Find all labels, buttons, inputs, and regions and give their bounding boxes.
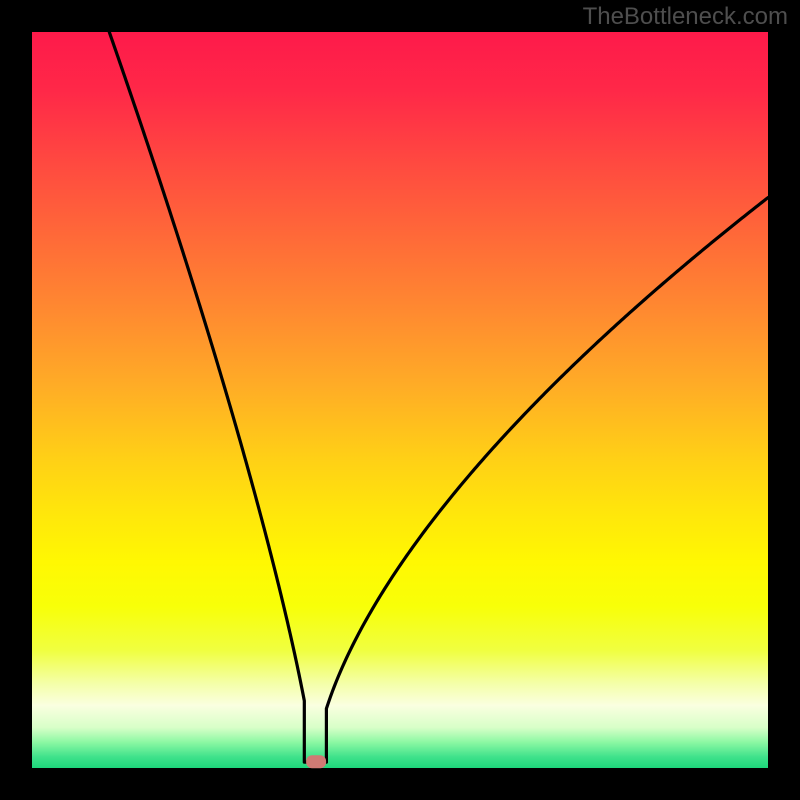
chart-svg — [0, 0, 800, 800]
watermark-text: TheBottleneck.com — [583, 3, 788, 31]
minimum-marker — [306, 755, 326, 768]
plot-background — [32, 32, 768, 768]
